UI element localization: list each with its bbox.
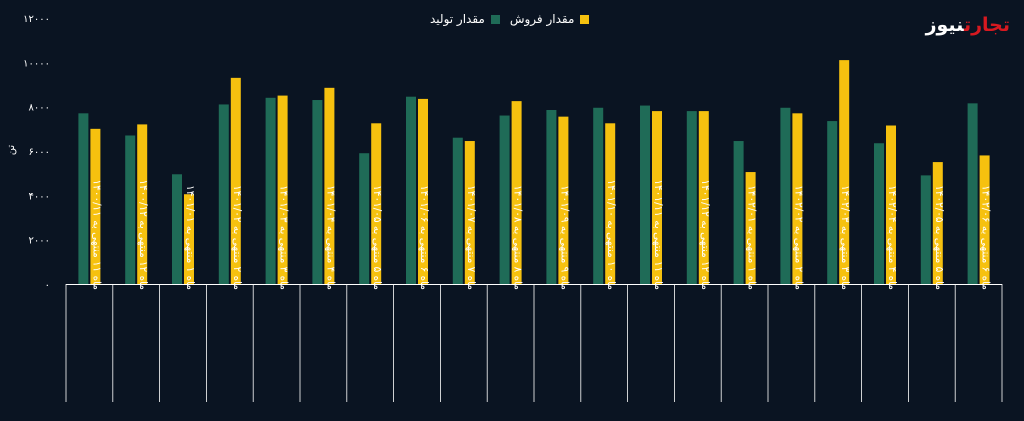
bar-production xyxy=(593,107,604,285)
bar-production xyxy=(218,104,229,284)
x-tick-label: ماه ۶ منتهی به ۱۴۰۱/۰۶ xyxy=(418,185,430,290)
x-tick-label: ماه ۷ منتهی به ۱۴۰۱/۰۷ xyxy=(465,185,477,290)
y-tick-label: ۶۰۰۰ xyxy=(29,147,50,158)
bar-production xyxy=(827,121,838,284)
bar-production xyxy=(920,175,931,284)
bar-production xyxy=(265,97,276,284)
x-tick-label: ماه ۱ منتهی به ۱۴۰۱/۰۱ xyxy=(184,185,196,290)
bar-sales xyxy=(418,98,428,285)
x-tick-label: ماه ۳ منتهی به ۱۴۰۲/۰۳ xyxy=(839,185,851,290)
bar-production xyxy=(312,100,323,285)
y-tick-label: ۱۰۰۰۰ xyxy=(23,58,50,69)
bar-sales xyxy=(324,87,335,284)
legend-swatch-sales xyxy=(580,14,590,24)
legend-label-sales: مقدار فروش xyxy=(509,12,575,26)
y-axis: ۰ ۲۰۰۰ ۴۰۰۰ ۶۰۰۰ ۸۰۰۰ ۱۰۰۰۰ ۱۲۰۰۰ تن xyxy=(6,14,50,291)
bar-production xyxy=(874,143,884,284)
bar-sales xyxy=(277,95,288,284)
legend-swatch-production xyxy=(490,14,500,24)
x-tick-label: ماه ۲ منتهی به ۱۴۰۱/۰۲ xyxy=(231,185,243,290)
y-tick-label: ۸۰۰۰ xyxy=(29,103,50,114)
x-axis: ماه ۱۱ منتهی به ۱۴۰۰/۱۱ ماه ۱۲ منتهی به ۱… xyxy=(65,180,1003,402)
y-tick-label: ۰ xyxy=(45,280,50,291)
x-tick-label: ماه ۸ منتهی به ۱۴۰۱/۰۸ xyxy=(512,185,524,290)
bar-production xyxy=(452,137,463,284)
bar-production xyxy=(780,107,791,285)
bar-production xyxy=(686,111,697,284)
bars-group xyxy=(78,60,990,285)
legend-item-sales: مقدار فروش xyxy=(510,12,590,26)
x-tick-label: ماه ۵ منتهی به ۱۴۰۲/۰۵ xyxy=(933,185,945,290)
bar-production xyxy=(967,103,978,284)
bar-sales xyxy=(652,111,662,284)
bar-sales xyxy=(979,155,990,284)
bar-sales xyxy=(698,111,709,284)
logo-part-1: تجارت xyxy=(963,14,1010,36)
brand-logo: تجارتنیوز xyxy=(926,14,1010,36)
y-tick-label: ۲۰۰۰ xyxy=(29,236,50,247)
bar-sales xyxy=(605,123,616,285)
bar-sales xyxy=(137,124,148,285)
bar-sales xyxy=(886,125,896,284)
bar-sales xyxy=(558,116,569,285)
bar-sales xyxy=(371,123,382,285)
x-tick-label: ماه ۵ منتهی به ۱۴۰۱/۰۵ xyxy=(371,185,383,290)
bar-production xyxy=(406,96,416,284)
bar-production xyxy=(546,109,557,284)
y-tick-label: ۱۲۰۰۰ xyxy=(23,14,50,25)
x-tick-label: ماه ۱ منتهی به ۱۴۰۲/۰۱ xyxy=(746,185,758,290)
x-tick-label: ماه ۳ منتهی به ۱۴۰۱/۰۳ xyxy=(278,185,290,290)
bar-production xyxy=(78,113,89,284)
x-tick-label: ماه ۱۱ منتهی به ۱۴۰۱/۱۱ xyxy=(652,180,664,290)
bar-sales xyxy=(792,113,803,284)
bar-sales xyxy=(745,172,756,284)
x-tick-label: ماه ۲ منتهی به ۱۴۰۲/۰۲ xyxy=(792,185,804,290)
y-axis-label: تن xyxy=(6,145,17,156)
bar-sales xyxy=(464,141,475,284)
chart-legend: مقدار فروش مقدار تولید xyxy=(430,12,590,26)
bar-sales xyxy=(511,101,522,284)
y-tick-label: ۴۰۰۰ xyxy=(29,191,50,202)
x-tick-label: ماه ۴ منتهی به ۱۴۰۱/۰۴ xyxy=(324,185,336,290)
bar-production xyxy=(499,115,510,285)
bar-production xyxy=(640,105,650,284)
legend-label-production: مقدار تولید xyxy=(430,12,485,26)
x-tick-label: ماه ۱۲ منتهی به ۱۴۰۱/۱۲ xyxy=(699,180,711,290)
bar-sales xyxy=(90,128,101,284)
x-tick-label: ماه ۱۰ منتهی به ۱۴۰۱/۱۰ xyxy=(605,180,617,290)
bar-sales xyxy=(230,77,241,284)
bar-sales xyxy=(184,194,194,284)
bar-production xyxy=(172,174,182,284)
legend-item-production: مقدار تولید xyxy=(430,12,500,26)
bar-production xyxy=(733,141,744,284)
x-tick-label: ماه ۹ منتهی به ۱۴۰۱/۰۹ xyxy=(558,185,570,290)
x-tick-label: ماه ۱۱ منتهی به ۱۴۰۰/۱۱ xyxy=(90,180,102,290)
x-tick-label: ماه ۶ منتهی به ۱۴۰۲/۰۶ xyxy=(980,185,992,290)
logo-part-2: نیوز xyxy=(925,14,964,36)
bar-production xyxy=(125,135,136,284)
x-tick-label: ماه ۱۲ منتهی به ۱۴۰۰/۱۲ xyxy=(137,180,149,290)
bar-sales xyxy=(839,60,850,284)
x-tick-label: ماه ۴ منتهی به ۱۴۰۲/۰۴ xyxy=(886,185,898,290)
bar-production xyxy=(359,153,370,284)
bar-sales xyxy=(932,162,943,284)
